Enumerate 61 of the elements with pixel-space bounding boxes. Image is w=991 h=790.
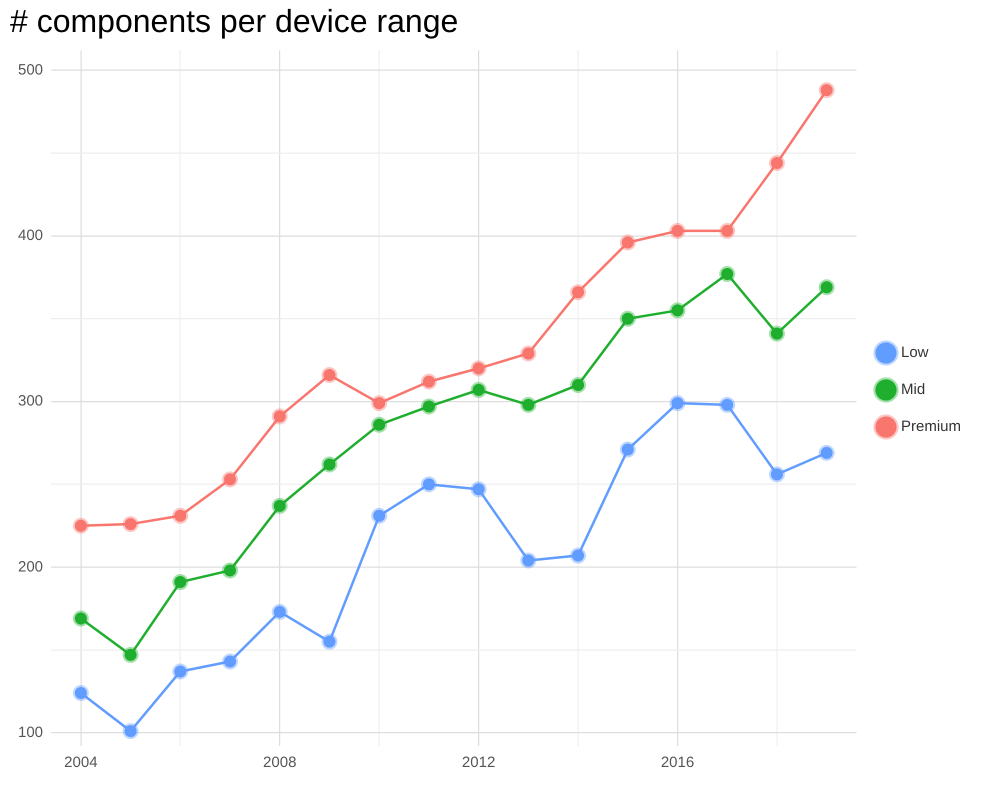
point [570,376,586,393]
point [272,408,288,424]
legend-label: Low [900,344,929,362]
point [172,574,188,590]
point [620,310,636,327]
point [122,516,139,532]
point [470,382,487,398]
point [670,222,686,239]
point [420,374,437,390]
point [371,395,388,412]
point [371,416,388,433]
legend-label: Mid [900,381,926,398]
x-tick-label: 2004 [64,754,98,772]
chart-title: # components per device range [10,3,458,40]
point [620,234,636,251]
point [620,442,636,458]
x-tick-label: 2016 [660,754,694,772]
point [520,396,536,413]
point [321,367,338,384]
point [122,646,139,663]
point [172,508,188,524]
point [172,663,188,680]
point [72,518,89,534]
point [122,723,139,740]
point [321,634,338,650]
point [222,471,238,488]
point [719,266,736,282]
point [719,396,736,413]
point [570,284,586,300]
point [420,398,437,414]
y-tick-label: 200 [18,558,44,576]
point [371,508,388,524]
point [768,155,785,172]
y-tick-label: 500 [18,61,44,78]
point [670,395,686,412]
y-tick-label: 300 [18,392,44,410]
point [818,279,835,296]
point [818,82,835,98]
y-tick-label: 400 [18,227,44,244]
point [768,466,785,482]
point [272,498,288,514]
point [719,222,736,239]
x-tick-label: 2008 [263,754,296,772]
point [222,654,238,670]
point [72,685,89,701]
point [520,345,536,362]
point [470,481,487,498]
point [520,552,536,569]
legend-label: Premium [900,418,962,436]
point [470,360,487,376]
point [321,456,338,472]
y-tick-label: 100 [18,724,44,741]
point [272,604,288,620]
point [768,326,785,342]
point [420,476,437,492]
point [670,302,686,318]
x-tick-label: 2012 [462,754,496,772]
point [222,562,238,578]
point [818,444,835,461]
point [570,548,586,564]
point [72,610,89,626]
